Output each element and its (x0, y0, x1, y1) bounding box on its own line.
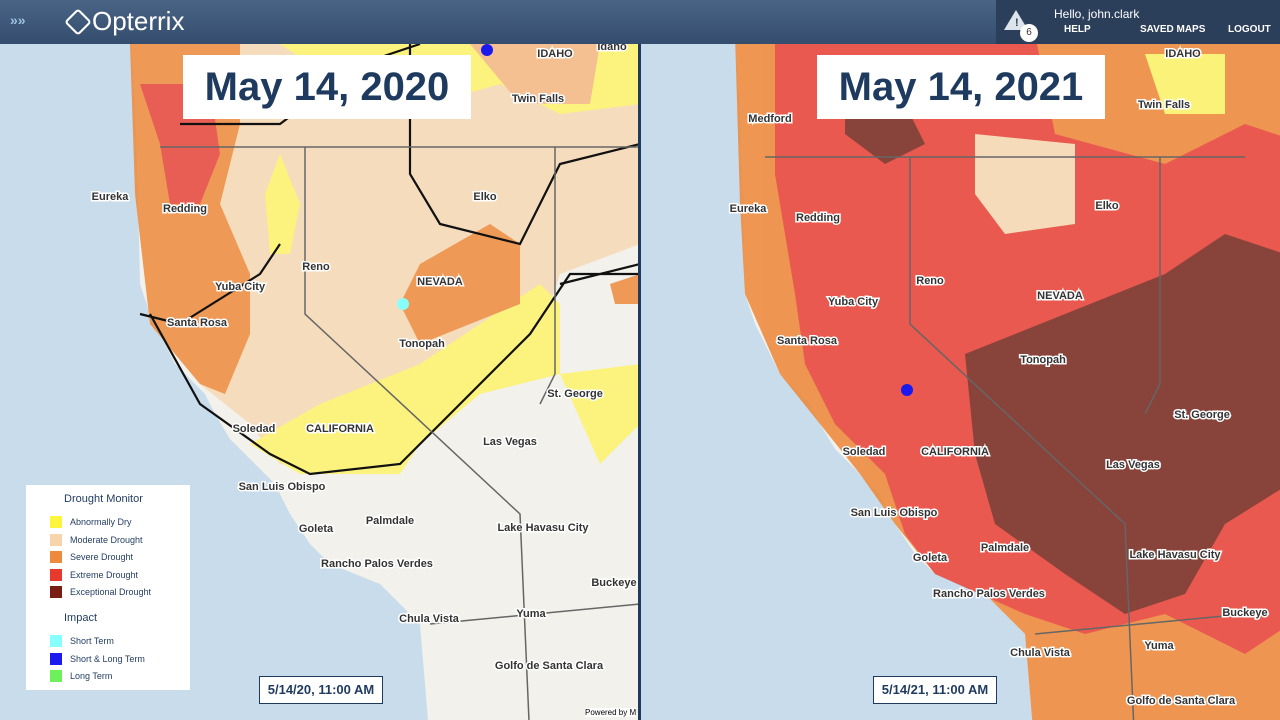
place-label: Soledad (843, 446, 886, 458)
place-label: Las Vegas (1106, 459, 1160, 471)
place-label: Tonopah (399, 338, 445, 350)
legend-label: Severe Drought (70, 552, 134, 562)
place-label: Redding (163, 203, 207, 215)
place-label: IDAHO (537, 48, 573, 60)
legend: Drought Monitor Impact Abnormally Dry Mod… (26, 485, 190, 690)
place-label: CALIFORNIA (921, 446, 989, 458)
place-label: Reno (916, 275, 944, 287)
attribution: Powered by M (585, 708, 637, 717)
place-label: Twin Falls (1138, 99, 1190, 111)
place-label: Twin Falls (512, 93, 564, 105)
place-label: Golfo de Santa Clara (495, 660, 604, 672)
legend-label: Abnormally Dry (70, 517, 132, 527)
place-label: Buckeye (591, 577, 636, 589)
map-title: May 14, 2020 (183, 55, 471, 119)
place-label: Idaho (597, 41, 627, 53)
place-label: Santa Rosa (777, 335, 838, 347)
legend-swatch (50, 586, 62, 598)
place-label: Yuba City (828, 296, 879, 308)
place-label: Goleta (299, 523, 334, 535)
place-label: Chula Vista (1010, 647, 1071, 659)
legend-swatch (50, 568, 62, 581)
legend-label: Short Term (70, 636, 114, 646)
place-label: Yuba City (215, 281, 266, 293)
legend-label: Exceptional Drought (70, 587, 152, 597)
map-2021: IDAHO Twin Falls Medford Eureka Redding Elko R… (641, 44, 1280, 720)
timestamp: 5/14/21, 11:00 AM (873, 676, 997, 704)
legend-swatch (50, 516, 62, 528)
alert-count: 6 (1020, 24, 1038, 42)
user-panel: ! 6 Hello, john.clark HELP SAVED MAPS LO… (996, 0, 1280, 44)
place-label: CALIFORNIA (306, 423, 374, 435)
place-label: Eureka (730, 203, 768, 215)
impact-point (397, 298, 409, 310)
nav-logout[interactable]: LOGOUT (1228, 24, 1271, 35)
place-label: NEVADA (1037, 290, 1083, 302)
place-label: Yuma (516, 608, 546, 620)
nav-help[interactable]: HELP (1064, 24, 1091, 35)
place-label: NEVADA (417, 276, 463, 288)
place-label: Yuma (1144, 640, 1174, 652)
place-label: Eureka (92, 191, 130, 203)
legend-swatch (50, 533, 62, 546)
place-label: Elko (473, 191, 497, 203)
timestamp: 5/14/20, 11:00 AM (259, 676, 383, 704)
place-label: Buckeye (1222, 607, 1267, 619)
greeting: Hello, john.clark (1054, 7, 1140, 21)
legend-swatch (50, 635, 62, 647)
place-label: Lake Havasu City (1129, 549, 1221, 561)
place-label: Lake Havasu City (497, 522, 589, 534)
legend-swatch (50, 551, 62, 563)
legend-swatch (50, 652, 62, 665)
legend-label: Extreme Drought (70, 569, 139, 580)
impact-point (481, 44, 493, 56)
place-label: San Luis Obispo (239, 481, 326, 493)
legend-label: Long Term (70, 671, 113, 681)
logo: Opterrix (92, 6, 185, 36)
nav-saved-maps[interactable]: SAVED MAPS (1140, 24, 1206, 35)
menu-toggle[interactable]: »» (10, 12, 26, 28)
map-2020: Idaho IDAHO Twin Falls Eureka Redding Elko Ren… (0, 41, 638, 720)
place-label: Medford (748, 113, 791, 125)
legend-heading: Drought Monitor (64, 493, 143, 505)
place-label: Santa Rosa (167, 317, 228, 329)
place-label: Soledad (233, 423, 276, 435)
place-label: St. George (547, 388, 603, 400)
place-label: Las Vegas (483, 436, 537, 448)
place-label: Goleta (913, 552, 948, 564)
place-label: St. George (1174, 409, 1230, 421)
header: »» Opterrix ! 6 Hello, john.clark HELP S… (0, 0, 1280, 44)
legend-label: Short & Long Term (70, 653, 145, 664)
map-title: May 14, 2021 (817, 55, 1105, 119)
place-label: Tonopah (1020, 354, 1066, 366)
legend-label: Moderate Drought (70, 534, 143, 545)
alert-icon[interactable]: ! (1004, 8, 1032, 34)
place-label: San Luis Obispo (851, 507, 938, 519)
svg-text:!: ! (1015, 17, 1019, 29)
place-label: Elko (1095, 200, 1119, 212)
legend-swatch (50, 670, 62, 682)
place-label: Palmdale (981, 542, 1029, 554)
impact-point (901, 384, 913, 396)
place-label: Chula Vista (399, 613, 460, 625)
logo-icon (64, 8, 92, 36)
legend-heading: Impact (64, 612, 98, 624)
place-label: Golfo de Santa Clara (1127, 695, 1236, 707)
place-label: Reno (302, 261, 330, 273)
place-label: Redding (796, 212, 840, 224)
place-label: Rancho Palos Verdes (321, 558, 433, 570)
place-label: Rancho Palos Verdes (933, 588, 1045, 600)
place-label: IDAHO (1165, 48, 1201, 60)
place-label: Palmdale (366, 515, 414, 527)
